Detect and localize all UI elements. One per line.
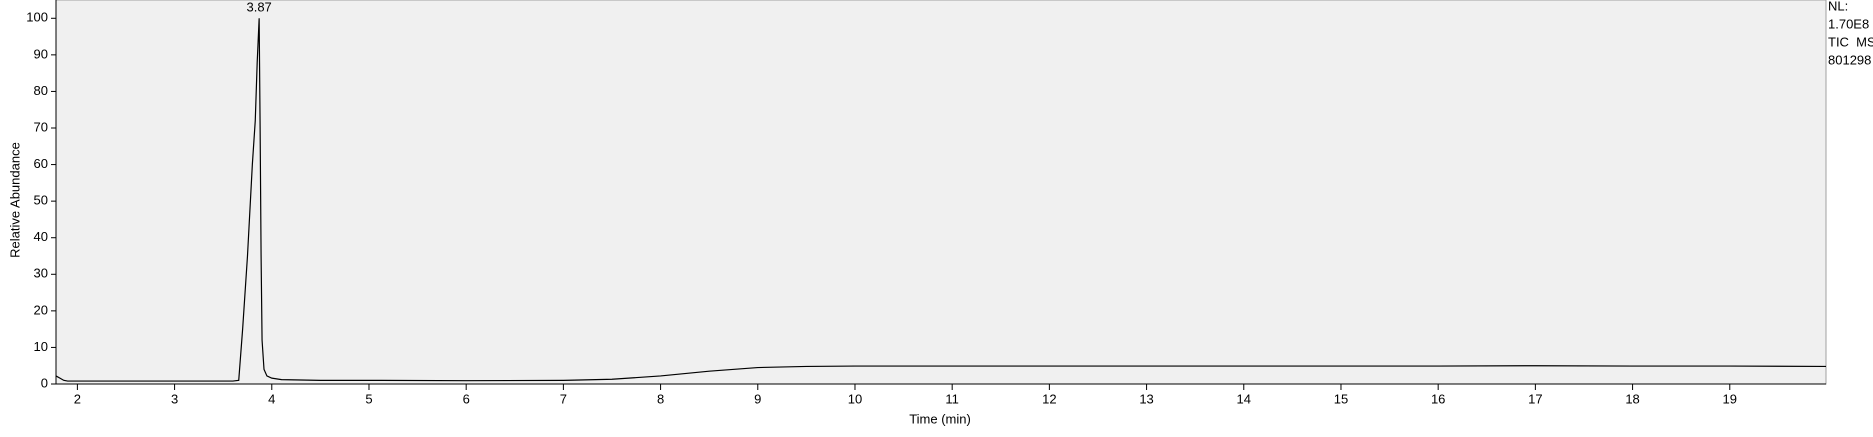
x-tick-label: 7 bbox=[560, 391, 567, 406]
info-text: 801298 bbox=[1828, 52, 1871, 67]
x-tick-label: 12 bbox=[1042, 391, 1056, 406]
y-tick-label: 30 bbox=[34, 266, 48, 281]
y-tick-label: 80 bbox=[34, 83, 48, 98]
x-tick-label: 13 bbox=[1139, 391, 1153, 406]
x-tick-label: 5 bbox=[365, 391, 372, 406]
line bbox=[55, 18, 1827, 382]
info-text: NL: bbox=[1828, 0, 1848, 13]
y-tick-label: 50 bbox=[34, 193, 48, 208]
x-tick-label: 10 bbox=[848, 391, 862, 406]
x-tick-label: 19 bbox=[1723, 391, 1737, 406]
x-tick-label: 11 bbox=[945, 391, 959, 406]
x-axis-label: Time (min) bbox=[909, 411, 971, 426]
y-tick-label: 100 bbox=[26, 10, 48, 25]
x-tick-label: 6 bbox=[463, 391, 470, 406]
x-tick-label: 15 bbox=[1334, 391, 1348, 406]
y-tick-label: 0 bbox=[41, 375, 48, 390]
y-tick-label: 20 bbox=[34, 302, 48, 317]
y-tick-label: 10 bbox=[34, 339, 48, 354]
y-tick-label: 40 bbox=[34, 229, 48, 244]
y-axis-label: Relative Abundance bbox=[7, 142, 22, 258]
x-tick-label: 17 bbox=[1528, 391, 1542, 406]
info-text: 1.70E8 bbox=[1828, 16, 1869, 31]
x-tick-label: 8 bbox=[657, 391, 664, 406]
info-text: TIC MS bbox=[1828, 34, 1873, 49]
x-tick-label: 4 bbox=[268, 391, 275, 406]
peak-label: 3.87 bbox=[246, 0, 271, 15]
x-tick-label: 18 bbox=[1625, 391, 1639, 406]
x-tick-label: 16 bbox=[1431, 391, 1445, 406]
plot-area bbox=[55, 0, 1827, 385]
x-tick-label: 14 bbox=[1237, 391, 1251, 406]
y-tick-label: 70 bbox=[34, 119, 48, 134]
y-tick-label: 90 bbox=[34, 46, 48, 61]
y-tick-label: 60 bbox=[34, 156, 48, 171]
x-tick-label: 2 bbox=[74, 391, 81, 406]
x-tick-label: 9 bbox=[754, 391, 761, 406]
x-tick-label: 3 bbox=[171, 391, 178, 406]
